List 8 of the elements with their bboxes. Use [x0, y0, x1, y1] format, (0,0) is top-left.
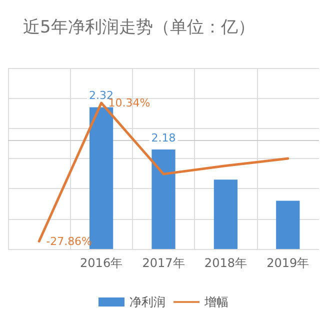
legend-label: 增幅 [204, 295, 228, 309]
x-tick-label: 2019年 [266, 256, 310, 270]
legend-label: 净利润 [130, 295, 166, 309]
chart-title: 近5年净利润走势（单位：亿） [23, 18, 255, 38]
x-tick-label: 2017年 [142, 256, 185, 270]
data-label: 2.18 [151, 131, 176, 144]
x-tick-label: 2016年 [80, 256, 123, 270]
x-tick-label: 2018年 [204, 256, 247, 270]
